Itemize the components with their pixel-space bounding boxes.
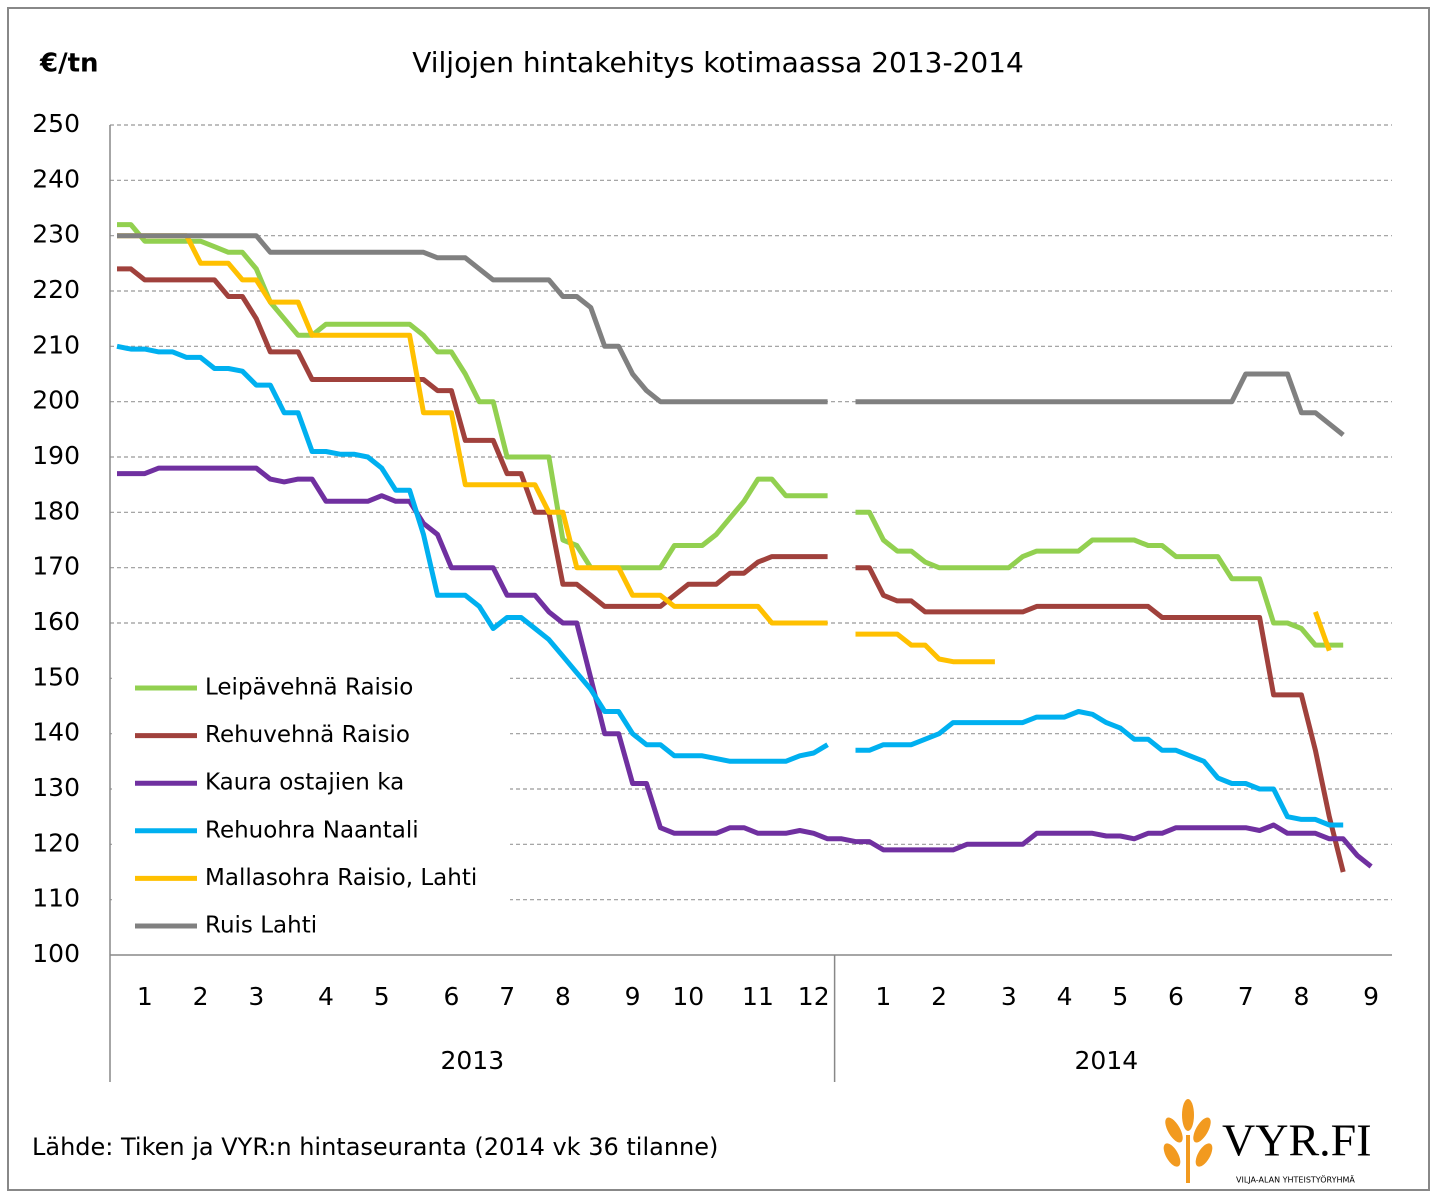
x-tick-label: 7 [499, 982, 515, 1011]
legend-label: Kaura ostajien ka [205, 770, 404, 796]
x-tick-label: 11 [742, 982, 774, 1011]
x-tick-label: 2 [931, 982, 947, 1011]
x-tick-label: 8 [1293, 982, 1309, 1011]
y-tick-label: 130 [32, 773, 80, 802]
y-tick-label: 120 [32, 828, 80, 857]
source-note: Lähde: Tiken ja VYR:n hintaseuranta (201… [32, 1133, 718, 1161]
y-tick-label: 250 [32, 109, 80, 138]
y-tick-label: 160 [32, 607, 80, 636]
x-group-label: 2013 [440, 1046, 504, 1075]
y-tick-label: 170 [32, 552, 80, 581]
x-tick-label: 4 [1057, 982, 1073, 1011]
data-line [117, 465, 1373, 869]
x-tick-label: 5 [1112, 982, 1128, 1011]
data-line [117, 222, 1344, 648]
y-tick-label: 140 [32, 718, 80, 747]
legend-label: Mallasohra Raisio, Lahti [205, 865, 477, 891]
x-tick-label: 10 [672, 982, 704, 1011]
x-tick-label: 4 [318, 982, 334, 1011]
data-line [117, 266, 1346, 873]
y-tick-label: 150 [32, 662, 80, 691]
y-tick-label: 200 [32, 386, 80, 415]
data-line [116, 343, 1344, 828]
legend-label: Ruis Lahti [205, 913, 317, 939]
chart-title: Viljojen hintakehitys kotimaassa 2013-20… [412, 46, 1024, 79]
y-tick-label: 220 [32, 275, 80, 304]
x-tick-label: 1 [137, 982, 153, 1011]
y-tick-label: 190 [32, 441, 80, 470]
y-tick-label: 110 [32, 884, 80, 913]
legend-background [112, 660, 510, 945]
x-tick-label: 9 [1363, 982, 1379, 1011]
x-tick-label: 5 [374, 982, 390, 1011]
y-tick-label: 100 [32, 939, 80, 968]
x-tick-label: 8 [555, 982, 571, 1011]
x-group-label: 2014 [1075, 1046, 1139, 1075]
y-axis-label: €/tn [39, 49, 99, 79]
y-tick-label: 210 [32, 330, 80, 359]
logo-text: VYR.FI [1222, 1115, 1372, 1166]
x-tick-label: 1 [875, 982, 891, 1011]
logo-subtitle: VILJA-ALAN YHTEISTYÖRYHMÄ [1236, 1175, 1355, 1185]
x-tick-label: 6 [443, 982, 459, 1011]
x-tick-label: 3 [1001, 982, 1017, 1011]
x-tick-label: 6 [1168, 982, 1184, 1011]
data-line [117, 233, 1332, 665]
data-line [117, 233, 1345, 437]
legend-label: Rehuvehnä Raisio [205, 722, 410, 748]
x-tick-label: 9 [625, 982, 641, 1011]
chart-border [7, 7, 1430, 1191]
y-tick-label: 180 [32, 496, 80, 525]
y-tick-label: 230 [32, 220, 80, 249]
legend-label: Leipävehnä Raisio [205, 675, 413, 701]
y-tick-label: 240 [32, 164, 80, 193]
x-tick-label: 12 [798, 982, 830, 1011]
legend: Leipävehnä Raisio Rehuvehnä Raisio Kaura o… [112, 660, 510, 945]
x-tick-label: 7 [1238, 982, 1254, 1011]
logo-icon [1163, 1099, 1213, 1183]
legend-label: Rehuohra Naantali [205, 817, 419, 843]
x-tick-label: 2 [193, 982, 209, 1011]
logo: VYR.FI VILJA-ALAN YHTEISTYÖRYHMÄ [1163, 1099, 1372, 1185]
x-tick-label: 3 [248, 982, 264, 1011]
